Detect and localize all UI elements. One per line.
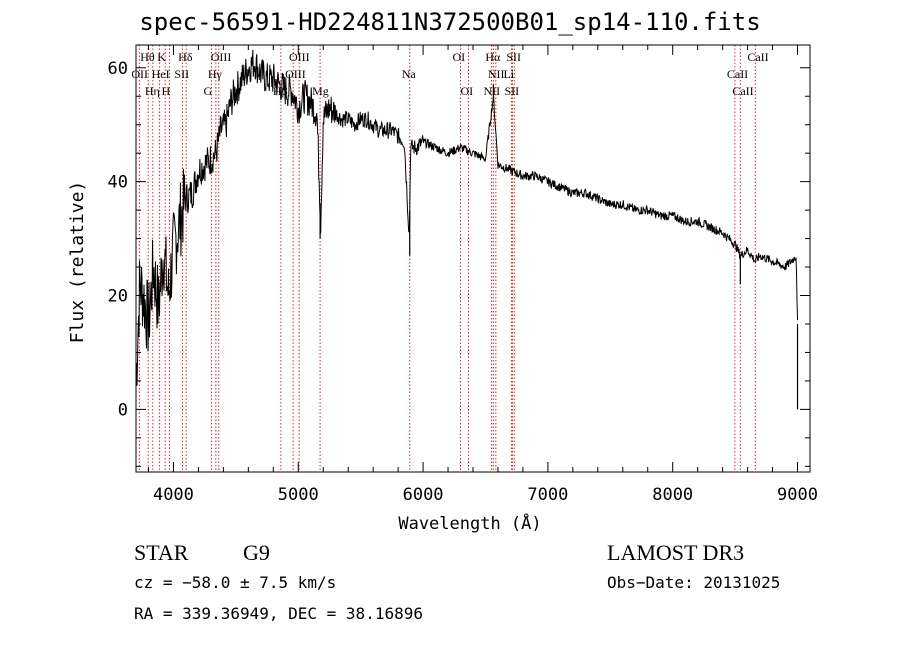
object-subclass: G9 [243,540,270,565]
y-tick-label: 40 [108,173,128,193]
line-label: CaII [747,50,768,64]
line-label: OIII [285,67,306,81]
line-label: Hβ [273,84,288,98]
line-label: Hα [485,50,501,64]
line-label: CaII [727,67,748,81]
redshift-cz: cz = −58.0 ± 7.5 km/s [134,573,337,592]
line-label: Mg [312,84,329,98]
line-label: K [157,50,166,64]
line-label: OI [453,50,466,64]
line-label: OI [461,84,474,98]
x-tick-label: 7000 [527,485,568,505]
axis-ticks: 4000 5000 6000 7000 8000 9000 0 20 40 60 [108,45,818,505]
line-label: Hγ [208,67,223,81]
line-label: Hδ [178,50,193,64]
x-tick-label: 8000 [652,485,693,505]
line-label: HeI [152,67,170,81]
emission-line-markers [138,45,756,472]
line-labels: Hθ K Hδ OIII OIII OI Hα SII CaII OII HeI SII Hγ OIII N… [131,50,768,98]
x-tick-label: 6000 [403,485,444,505]
line-label: Hθ [140,50,155,64]
line-label: SII [504,84,519,98]
y-tick-label: 0 [118,400,128,420]
line-label: OII [131,67,148,81]
line-label: OIII [289,50,310,64]
line-label: Na [402,67,417,81]
x-tick-label: 5000 [278,485,319,505]
y-tick-label: 60 [108,59,128,79]
plot-frame [135,44,811,473]
y-tick-label: 20 [108,287,128,307]
object-class: STAR [134,540,189,565]
spectrum-line [135,49,798,386]
coordinates: RA = 339.36949, DEC = 38.16896 [134,604,423,623]
obs-date: Obs−Date: 20131025 [607,573,781,592]
line-label: NII [483,84,500,98]
line-label: SII [174,67,189,81]
x-axis-title: Wavelength (Å) [398,512,541,534]
survey-name: LAMOST DR3 [607,540,745,565]
y-axis-title: Flux (relative) [67,181,88,344]
line-label: SII [506,50,521,64]
line-label: CaII [732,84,753,98]
line-label: G [204,84,213,98]
line-label: Li [503,67,514,81]
line-label: H [161,84,170,98]
line-label: OIII [211,50,232,64]
x-tick-label: 9000 [777,485,818,505]
chart-title: spec-56591-HD224811N372500B01_sp14-110.f… [139,8,761,36]
spectrum-series [135,49,799,410]
x-tick-label: 4000 [153,485,194,505]
line-label: NII [488,67,505,81]
line-label: Hη [145,84,160,98]
